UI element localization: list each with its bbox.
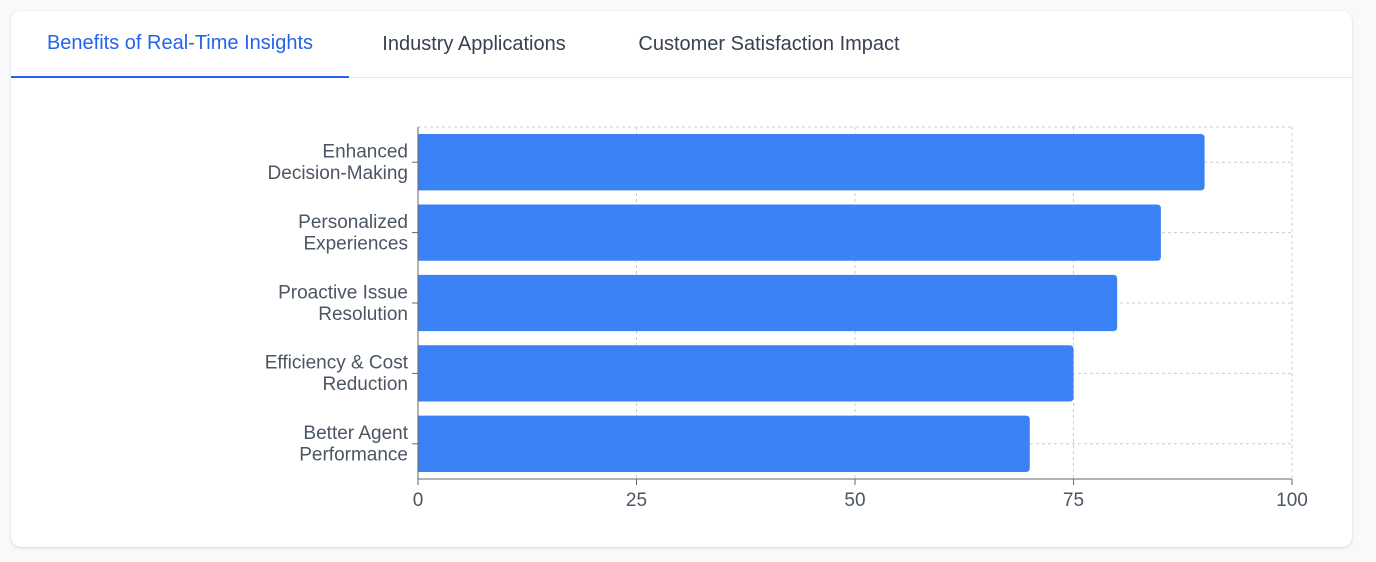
y-tick-label-line: Experiences [303,233,408,254]
x-tick-label: 100 [1276,490,1308,511]
y-tick-label-line: Resolution [318,304,408,325]
y-tick-label-line: Better Agent [303,423,408,444]
y-tick-label-line: Reduction [322,374,408,395]
y-tick-label: Enhanced Decision-Making [268,141,408,184]
bar-chart: Enhanced Decision-Making Personalized Exper… [265,126,1308,511]
tab-customer-satisfaction[interactable]: Customer Satisfaction Impact [638,32,900,55]
tab-industry-applications[interactable]: Industry Applications [382,32,566,55]
x-tick-label: 25 [626,490,647,511]
x-tick-label: 0 [413,490,424,511]
bar [418,204,1161,261]
y-tick-label: Efficiency & Cost Reduction [265,353,409,396]
bar [418,274,1118,332]
y-tick-label-line: Efficiency & Cost [265,353,409,374]
y-tick-label-line: Enhanced [322,141,408,162]
y-tick-label: Proactive Issue Resolution [278,282,408,325]
bar [418,134,1205,191]
y-tick-label-line: Personalized [298,212,408,233]
y-tick-label-line: Performance [299,445,408,466]
chart-area: Enhanced Decision-Making Personalized Exper… [11,11,1352,547]
x-tick-label: 75 [1063,490,1084,511]
y-tick-label: Personalized Experiences [298,212,408,255]
y-tick-label-line: Decision-Making [268,163,408,184]
bar [418,415,1030,472]
x-tick-label: 50 [844,490,865,511]
chart-card: Benefits of Real-Time Insights Industry … [11,11,1352,547]
tab-bar: Benefits of Real-Time Insights Industry … [11,11,1352,78]
bar [418,345,1074,402]
tab-benefits[interactable]: Benefits of Real-Time Insights [11,11,349,78]
y-tick-label-line: Proactive Issue [278,282,408,303]
y-tick-label: Better Agent Performance [299,423,408,466]
